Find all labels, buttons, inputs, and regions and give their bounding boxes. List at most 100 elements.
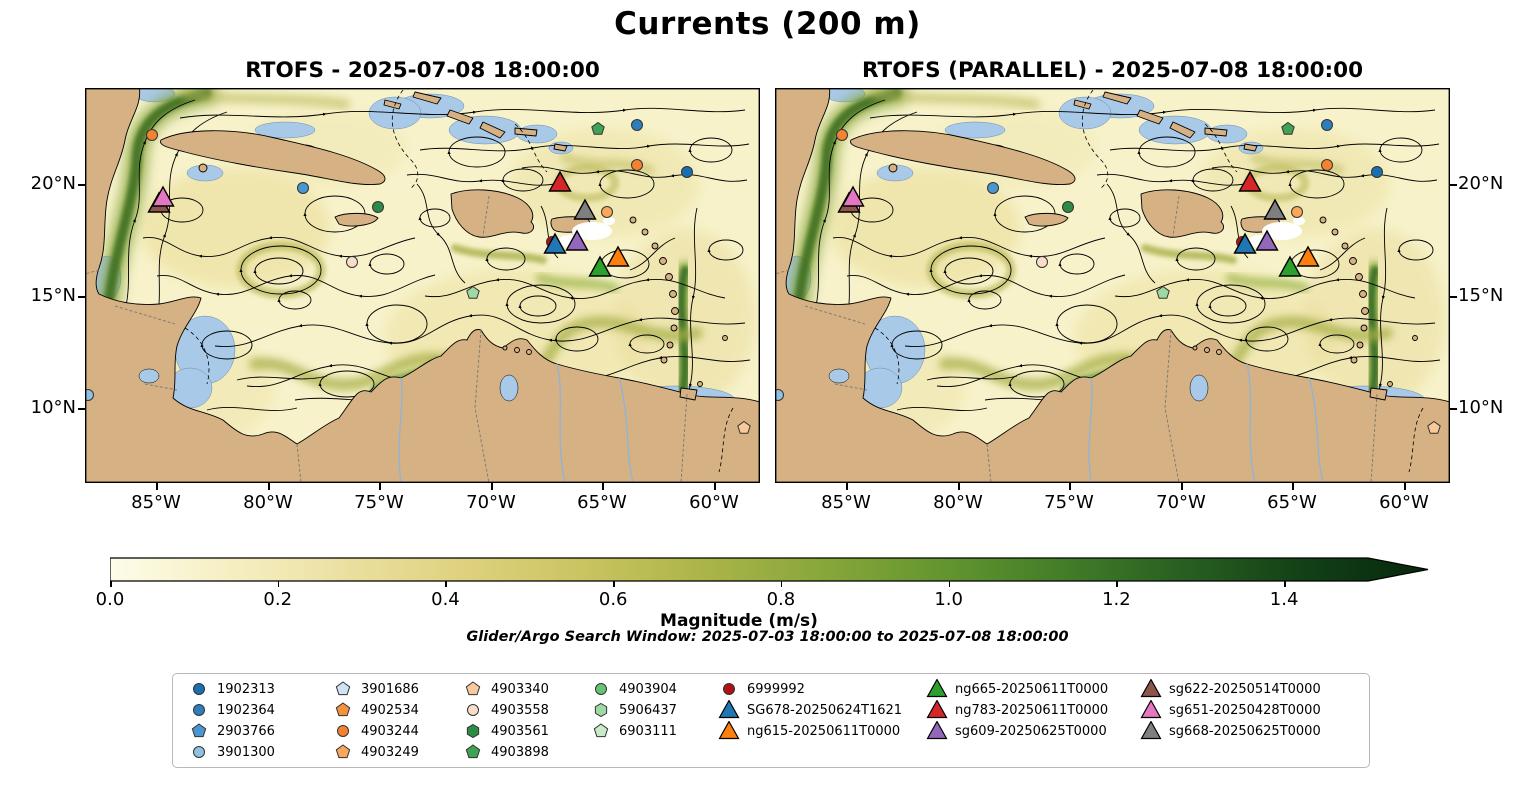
legend-item: 4903904 (589, 679, 677, 699)
colorbar-tick-label: 0.2 (263, 589, 293, 610)
argo-float-marker (1156, 285, 1170, 299)
x-tick-label: 85°W (821, 492, 871, 513)
colorbar-tick-mark (1116, 581, 1118, 587)
legend-item: ng615-20250611T0000 (717, 721, 900, 741)
legend-marker-triangle (926, 721, 948, 740)
colorbar-tick-mark (948, 581, 951, 587)
colorbar-tick-mark (445, 581, 447, 587)
legend-label: 2903766 (217, 723, 275, 739)
glider-marker (1296, 245, 1320, 267)
legend-item: 2903766 (187, 721, 275, 741)
x-tick-label: 85°W (131, 492, 181, 513)
glider-marker (573, 198, 597, 220)
x-tick-mark (1069, 483, 1071, 490)
x-tick-mark (714, 483, 716, 490)
legend-item: sg651-20250428T0000 (1139, 700, 1321, 720)
legend-label: 3901686 (361, 681, 419, 697)
map-rtofs-parallel (775, 88, 1450, 483)
glider-marker (1233, 232, 1257, 254)
glider-marker (1263, 198, 1287, 220)
legend-item: 4903558 (461, 700, 549, 720)
colorbar-tick-label: 0.8 (766, 589, 796, 610)
legend-item: 4903561 (461, 721, 549, 741)
glider-marker (841, 185, 865, 207)
legend-marker-circle (467, 704, 479, 716)
argo-float-marker (1321, 159, 1333, 171)
colorbar-tick-mark (1284, 581, 1286, 587)
legend-label: 4903244 (361, 723, 419, 739)
search-window-subtitle: Glider/Argo Search Window: 2025-07-03 18… (466, 629, 1069, 645)
legend-marker-triangle (718, 721, 740, 740)
argo-float-marker (1371, 166, 1383, 178)
y-tick-mark (1450, 184, 1457, 186)
colorbar-tick-mark (613, 581, 615, 587)
legend-marker-triangle (926, 679, 948, 698)
legend-item: 3901300 (187, 742, 275, 762)
legend-item: 4903249 (331, 742, 419, 762)
legend-marker-circle (723, 683, 735, 695)
y-tick-mark (78, 184, 85, 186)
legend-label: 1902364 (217, 702, 275, 718)
argo-float-marker (631, 119, 643, 131)
x-tick-label: 75°W (354, 492, 404, 513)
colorbar (110, 557, 1429, 582)
x-tick-label: 80°W (243, 492, 293, 513)
x-tick-mark (379, 483, 381, 490)
glider-marker (543, 232, 567, 254)
colorbar-tick-label: 0.6 (598, 589, 628, 610)
glider-marker (1255, 229, 1279, 251)
argo-float-marker (85, 389, 94, 401)
legend-item: 1902364 (187, 700, 275, 720)
argo-float-marker (1427, 420, 1441, 434)
legend-marker-pentagon (465, 681, 481, 696)
glider-marker (1278, 255, 1302, 277)
legend-label: sg651-20250428T0000 (1169, 702, 1321, 718)
legend-label: ng665-20250611T0000 (955, 681, 1109, 697)
y-tick-label: 15°N (30, 285, 76, 306)
argo-float-marker (297, 182, 309, 194)
glider-marker (548, 170, 572, 192)
argo-float-marker (466, 285, 480, 299)
colorbar-tick-label: 0.0 (95, 589, 125, 610)
map-rtofs (85, 88, 760, 483)
legend-marker-pentagon (465, 744, 481, 759)
argo-float-marker (591, 121, 605, 135)
argo-float-marker (631, 159, 643, 171)
legend-item: 4903340 (461, 679, 549, 699)
legend-marker-circle (595, 683, 607, 695)
x-tick-label: 80°W (933, 492, 983, 513)
x-tick-mark (846, 483, 848, 490)
y-tick-label: 15°N (1458, 285, 1504, 306)
x-tick-label: 70°W (1156, 492, 1206, 513)
legend-label: 4903340 (491, 681, 549, 697)
legend-item: ng665-20250611T0000 (925, 679, 1108, 699)
panel-title-rtofs: RTOFS - 2025-07-08 18:00:00 (245, 58, 600, 83)
panel-title-rtofs-parallel: RTOFS (PARALLEL) - 2025-07-08 18:00:00 (861, 58, 1364, 83)
legend-label: ng615-20250611T0000 (747, 723, 901, 739)
argo-float-marker (1321, 119, 1333, 131)
legend-marker-circle (193, 704, 205, 716)
argo-float-marker (601, 206, 613, 218)
legend-marker-circle (193, 746, 205, 758)
argo-float-marker (346, 256, 358, 268)
x-tick-mark (268, 483, 270, 490)
glider-marker (606, 245, 630, 267)
legend-marker-pentagon (335, 681, 351, 696)
legend-label: 4903898 (491, 744, 549, 760)
glider-marker (565, 229, 589, 251)
legend-marker-triangle (1140, 721, 1162, 740)
legend-label: 1902313 (217, 681, 275, 697)
legend-item: 4902534 (331, 700, 419, 720)
argo-float-marker (372, 201, 384, 213)
x-tick-label: 65°W (1267, 492, 1317, 513)
x-tick-mark (156, 483, 158, 490)
legend: 1902313 1902364 2903766 3901300 3901686 49025… (172, 673, 1370, 768)
legend-item: sg609-20250625T0000 (925, 721, 1107, 741)
legend-item: SG678-20250624T1621 (717, 700, 902, 720)
legend-label: 4902534 (361, 702, 419, 718)
x-tick-label: 60°W (689, 492, 739, 513)
legend-label: 6999992 (747, 681, 805, 697)
legend-label: 3901300 (217, 744, 275, 760)
x-tick-label: 65°W (577, 492, 627, 513)
